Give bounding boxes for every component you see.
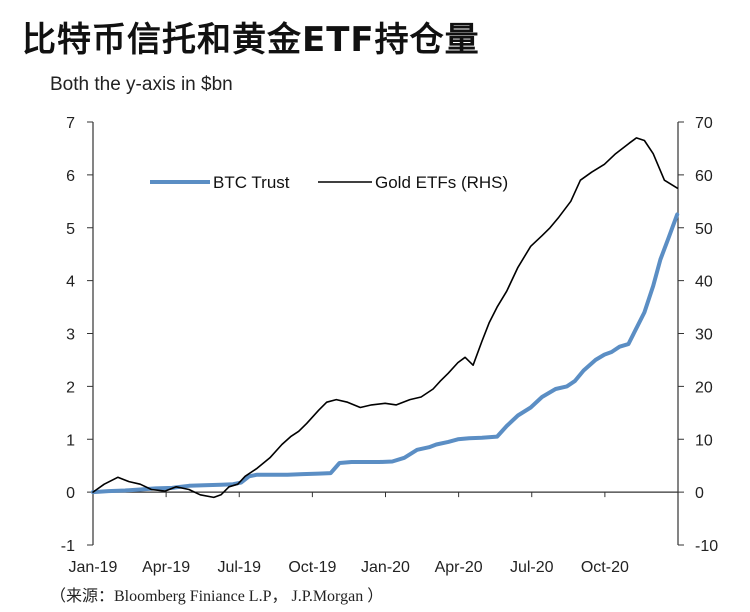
left-y-tick-label: 2 bbox=[66, 379, 75, 396]
left-y-tick-label: 6 bbox=[66, 168, 75, 185]
chart-subtitle: Both the y-axis in $bn bbox=[50, 74, 233, 95]
btc-trust-line bbox=[91, 212, 680, 495]
left-y-tick-label: -1 bbox=[61, 538, 75, 555]
right-y-tick-label: 30 bbox=[695, 327, 713, 344]
right-y-tick-label: 50 bbox=[695, 221, 713, 238]
x-tick-label: Apr-20 bbox=[435, 559, 483, 576]
left-y-tick-label: 7 bbox=[66, 115, 75, 132]
source-note: （来源：Bloomberg Finiance L.P， J.P.Morgan ） bbox=[50, 588, 384, 605]
right-y-tick-label: 40 bbox=[695, 274, 713, 291]
chart-title: 比特币信托和黄金ETF持仓量 bbox=[22, 20, 480, 60]
right-y-tick-label: -10 bbox=[695, 538, 718, 555]
right-y-tick-label: 10 bbox=[695, 432, 713, 449]
right-y-tick-label: 70 bbox=[695, 115, 713, 132]
x-tick-label: Oct-20 bbox=[581, 559, 629, 576]
x-tick-label: Jul-19 bbox=[217, 559, 261, 576]
x-tick-label: Oct-19 bbox=[288, 559, 336, 576]
left-y-tick-label: 4 bbox=[66, 274, 75, 291]
legend-btc-label: BTC Trust bbox=[213, 173, 290, 192]
x-tick-label: Apr-19 bbox=[142, 559, 190, 576]
gold-etfs-line bbox=[92, 137, 679, 499]
right-y-tick-label: 20 bbox=[695, 379, 713, 396]
x-tick-label: Jan-19 bbox=[69, 559, 118, 576]
x-tick-label: Jan-20 bbox=[361, 559, 410, 576]
right-y-tick-label: 0 bbox=[695, 485, 704, 502]
left-y-tick-label: 5 bbox=[66, 221, 75, 238]
x-tick-label: Jul-20 bbox=[510, 559, 554, 576]
left-y-tick-label: 0 bbox=[66, 485, 75, 502]
legend-gold-label: Gold ETFs (RHS) bbox=[375, 173, 508, 192]
left-y-tick-label: 1 bbox=[66, 432, 75, 449]
right-y-tick-label: 60 bbox=[695, 168, 713, 185]
left-y-tick-label: 3 bbox=[66, 327, 75, 344]
